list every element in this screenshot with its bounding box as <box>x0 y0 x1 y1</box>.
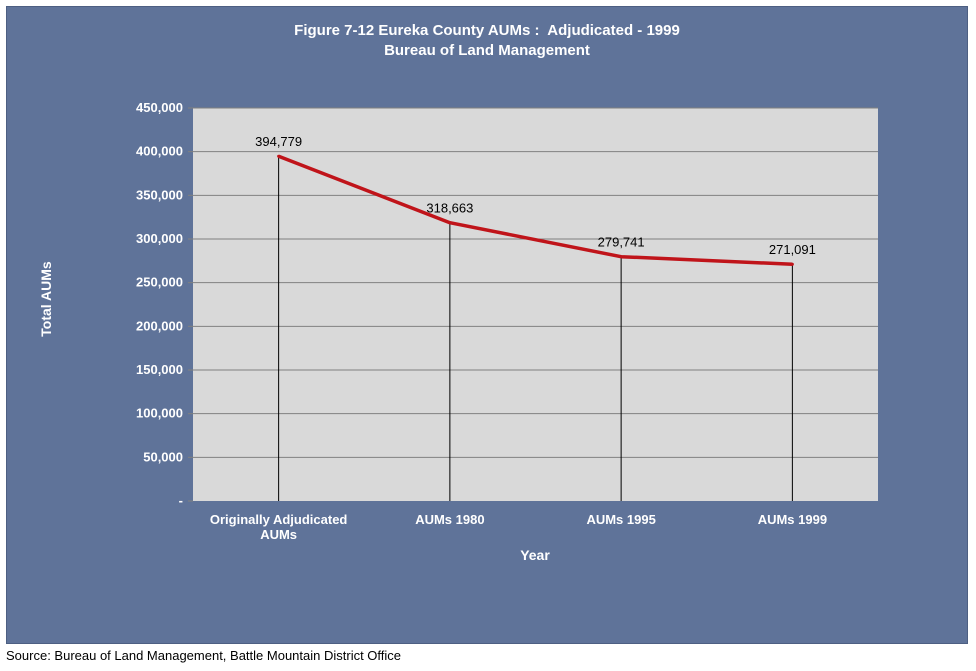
data-point <box>448 221 452 225</box>
y-axis-ticks: - 50,000 100,000 150,000 200,000 250,000 300,0… <box>136 100 193 508</box>
series-line <box>277 154 793 266</box>
chart-panel: Figure 7-12 Eureka County AUMs : Adjudic… <box>6 6 968 644</box>
data-point <box>619 255 623 259</box>
y-tick-label: 400,000 <box>136 144 183 159</box>
x-tick-label: AUMs 1995 <box>586 512 655 527</box>
x-tick-label: AUMs 1999 <box>758 512 827 527</box>
y-axis-label: Total AUMs <box>38 261 54 337</box>
y-tick-label: 150,000 <box>136 362 183 377</box>
x-axis-label: Year <box>520 547 550 563</box>
data-labels: 394,779 318,663 279,741 271,091 <box>255 134 816 257</box>
y-tick-label: 100,000 <box>136 406 183 421</box>
data-label: 394,779 <box>255 134 302 149</box>
plot-area <box>193 108 878 501</box>
y-tick-label: 450,000 <box>136 100 183 115</box>
x-tick-label: Originally Adjudicated AUMs <box>210 512 348 542</box>
data-label: 279,741 <box>598 235 645 250</box>
x-tick-label: AUMs 1980 <box>415 512 484 527</box>
series-line-group <box>277 154 794 266</box>
y-tick-label: 250,000 <box>136 275 183 290</box>
y-tick-label: 200,000 <box>136 318 183 333</box>
data-point <box>790 262 794 266</box>
chart-title: Figure 7-12 Eureka County AUMs : Adjudic… <box>294 22 680 39</box>
x-axis-ticks: Originally Adjudicated AUMs AUMs 1980 AUMs … <box>210 512 827 542</box>
y-tick-label: - <box>179 493 183 508</box>
data-label: 318,663 <box>426 201 473 216</box>
y-tick-label: 350,000 <box>136 187 183 202</box>
chart-svg: - 50,000 100,000 150,000 200,000 250,000 300,0… <box>38 100 878 563</box>
chart-subtitle: Bureau of Land Management <box>384 42 590 59</box>
data-point <box>277 154 281 158</box>
drop-lines <box>278 156 793 501</box>
data-label: 271,091 <box>769 242 816 257</box>
y-tick-label: 300,000 <box>136 231 183 246</box>
y-tick-label: 50,000 <box>143 449 183 464</box>
source-note: Source: Bureau of Land Management, Battl… <box>6 648 402 663</box>
